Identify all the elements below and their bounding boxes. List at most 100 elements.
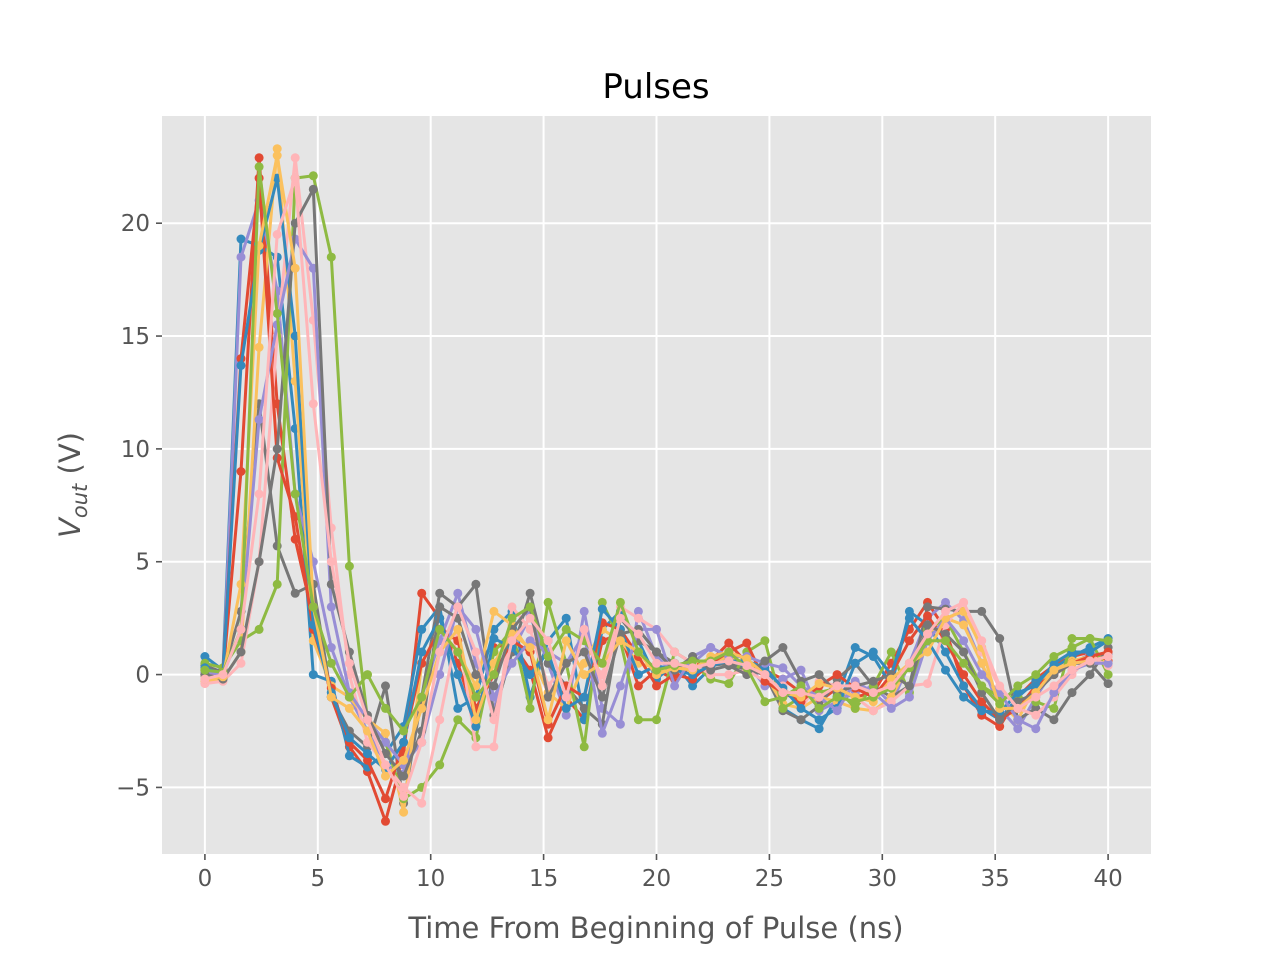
data-point — [814, 670, 824, 680]
data-point — [977, 681, 987, 691]
data-point — [904, 606, 914, 616]
data-point — [561, 613, 571, 623]
data-point — [778, 688, 788, 698]
data-point — [579, 703, 589, 713]
data-point — [525, 670, 535, 680]
y-axis-ticks: −5 0 5 10 15 20 — [116, 211, 162, 801]
data-point — [1067, 665, 1077, 675]
data-point — [561, 624, 571, 634]
data-point — [904, 636, 914, 646]
data-point — [652, 624, 661, 634]
data-point — [959, 692, 969, 702]
data-point — [471, 742, 481, 752]
data-point — [597, 681, 607, 691]
data-point — [489, 681, 499, 691]
data-point — [760, 697, 770, 707]
data-point — [507, 658, 517, 668]
data-point — [344, 692, 354, 702]
data-point — [633, 681, 643, 691]
data-point — [326, 692, 336, 702]
data-point — [561, 703, 571, 713]
data-point — [579, 606, 589, 616]
data-point — [399, 771, 409, 781]
data-point — [399, 737, 409, 747]
data-point — [850, 681, 860, 691]
data-point — [941, 629, 950, 639]
data-point — [597, 604, 607, 614]
data-point — [471, 624, 481, 634]
data-point — [959, 647, 969, 657]
data-point — [579, 692, 589, 702]
data-point — [561, 710, 571, 720]
data-point — [742, 654, 752, 664]
data-point — [417, 647, 427, 657]
data-point — [200, 665, 210, 675]
data-point — [923, 679, 932, 689]
data-point — [1049, 665, 1059, 675]
data-point — [579, 624, 589, 634]
x-tick-label: 5 — [310, 866, 325, 892]
chart-title: Pulses — [602, 67, 709, 107]
data-point — [886, 697, 896, 707]
data-point — [417, 798, 427, 808]
data-point — [399, 755, 409, 765]
data-point — [435, 602, 445, 612]
data-point — [995, 681, 1005, 691]
data-point — [597, 728, 607, 738]
data-point — [254, 415, 264, 425]
data-point — [923, 647, 932, 657]
data-point — [724, 679, 734, 689]
x-tick-label: 15 — [529, 866, 558, 892]
data-point — [381, 760, 390, 770]
data-point — [633, 629, 643, 639]
data-point — [363, 755, 372, 765]
data-point — [489, 670, 499, 680]
data-point — [633, 647, 643, 657]
x-tick-label: 10 — [416, 866, 445, 892]
data-point — [308, 184, 318, 194]
x-tick-label: 30 — [868, 866, 897, 892]
data-point — [977, 670, 987, 680]
data-point — [254, 342, 264, 352]
data-point — [435, 588, 445, 598]
y-tick-label: 5 — [135, 550, 150, 576]
data-point — [868, 706, 878, 716]
data-point — [1049, 688, 1059, 698]
data-point — [688, 663, 698, 673]
data-point — [308, 399, 318, 409]
data-point — [525, 624, 535, 634]
data-point — [236, 658, 246, 668]
data-point — [561, 658, 571, 668]
data-point — [254, 153, 264, 163]
data-point — [326, 602, 336, 612]
data-point — [959, 670, 969, 680]
data-point — [941, 597, 950, 607]
data-point — [435, 760, 445, 770]
x-axis-label: Time From Beginning of Pulse (ns) — [407, 911, 903, 945]
data-point — [615, 681, 625, 691]
data-point — [417, 588, 427, 598]
data-point — [850, 643, 860, 652]
data-point — [904, 681, 914, 691]
data-point — [796, 715, 806, 725]
data-point — [652, 647, 661, 657]
data-point — [814, 715, 824, 725]
data-point — [507, 602, 517, 612]
data-point — [652, 658, 661, 668]
data-point — [959, 658, 969, 668]
data-point — [290, 588, 300, 598]
data-point — [272, 230, 282, 239]
data-point — [850, 658, 860, 668]
data-point — [381, 771, 390, 781]
data-point — [489, 715, 499, 725]
data-point — [326, 252, 336, 262]
data-point — [1103, 670, 1113, 680]
data-point — [850, 703, 860, 713]
data-point — [1013, 688, 1023, 698]
y-tick-label: 0 — [135, 663, 150, 689]
data-point — [525, 588, 535, 598]
data-point — [272, 151, 282, 160]
data-point — [868, 688, 878, 698]
data-point — [435, 624, 445, 634]
data-point — [597, 597, 607, 607]
